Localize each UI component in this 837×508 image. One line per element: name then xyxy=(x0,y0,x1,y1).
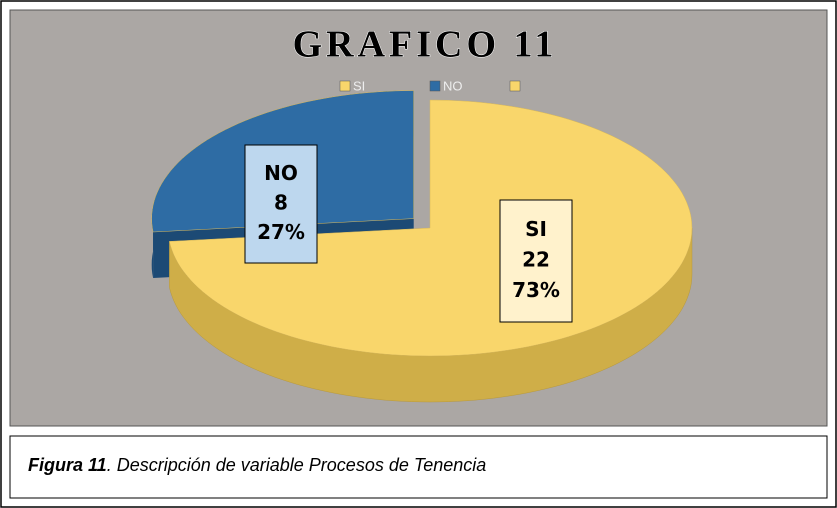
caption-box xyxy=(9,435,828,499)
legend-swatch xyxy=(339,80,351,92)
data-label-percent: 73% xyxy=(512,278,560,302)
data-label-box xyxy=(499,199,573,323)
data-label-name: SI xyxy=(525,217,547,241)
data-label-percent: 27% xyxy=(257,220,305,244)
legend-label: NO xyxy=(443,78,463,93)
data-label-value: 22 xyxy=(522,248,550,272)
data-label-value: 8 xyxy=(274,191,288,215)
legend-swatch xyxy=(509,80,521,92)
data-label-box xyxy=(244,144,318,264)
legend-swatch xyxy=(429,80,441,92)
caption-label: Figura 11 xyxy=(28,455,107,475)
caption: Figura 11. Descripción de variable Proce… xyxy=(28,455,486,475)
caption-text: . Descripción de variable Procesos de Te… xyxy=(107,455,487,475)
data-label-name: NO xyxy=(264,161,298,185)
chart-title: GRAFICO 11 xyxy=(293,24,558,66)
legend-label: SI xyxy=(353,78,365,93)
